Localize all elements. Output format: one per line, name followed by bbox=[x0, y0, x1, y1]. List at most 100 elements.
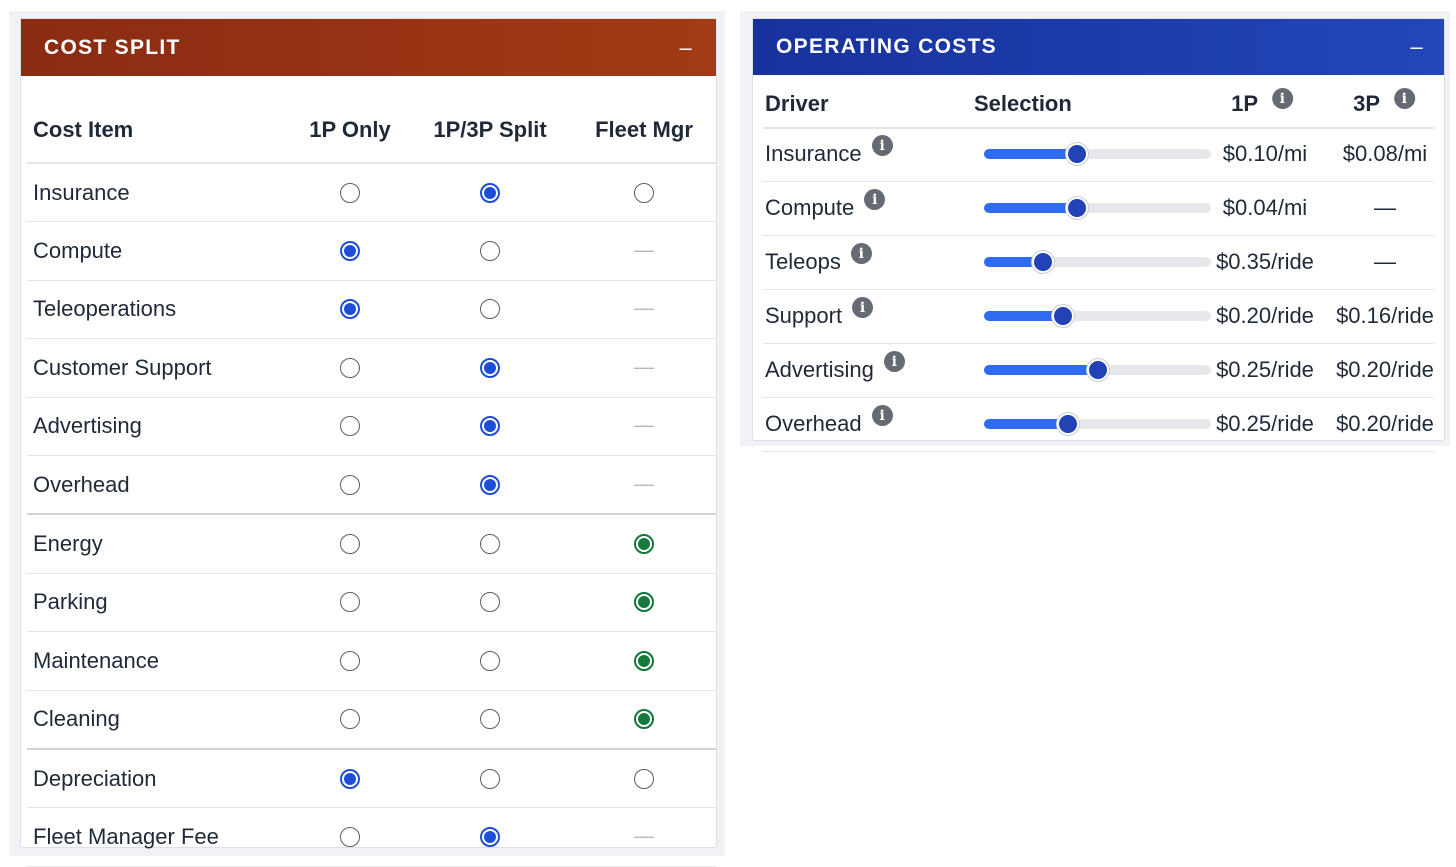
radio-split[interactable] bbox=[480, 592, 500, 613]
slider-thumb[interactable] bbox=[1032, 251, 1055, 273]
radio-split[interactable] bbox=[480, 534, 500, 555]
operating-costs-title: OPERATING COSTS bbox=[776, 35, 997, 58]
col-header-3p: 3P i bbox=[1353, 88, 1415, 117]
cost-1p-value: $0.04/mi bbox=[1222, 195, 1308, 220]
radio-1p[interactable] bbox=[340, 826, 360, 847]
slider-thumb[interactable] bbox=[1052, 305, 1075, 327]
table-row: Compute i $0.04/mi — bbox=[763, 181, 1434, 236]
radio-dot bbox=[344, 655, 356, 667]
radio-split[interactable] bbox=[480, 826, 500, 847]
slider-thumb[interactable] bbox=[1066, 197, 1089, 219]
cost-3p-value: $0.08/mi bbox=[1342, 141, 1428, 166]
radio-dot bbox=[484, 713, 496, 725]
table-row: Maintenance bbox=[27, 632, 716, 691]
driver-cell: Advertising i bbox=[765, 351, 905, 383]
radio-split[interactable] bbox=[480, 709, 500, 730]
radio-cell bbox=[480, 241, 500, 262]
table-row: Support i $0.20/ride $0.16/ride bbox=[763, 289, 1434, 344]
cost-split-box: COST SPLIT – Cost Item 1P Only 1P/3P Spl… bbox=[20, 18, 717, 867]
radio-split[interactable] bbox=[480, 650, 500, 671]
driver-label: Overhead bbox=[765, 411, 862, 436]
col-header-driver: Driver bbox=[765, 91, 829, 116]
radio-1p[interactable] bbox=[340, 592, 360, 613]
slider-thumb[interactable] bbox=[1066, 143, 1089, 165]
radio-split[interactable] bbox=[480, 474, 500, 495]
operating-costs-table-header: Driver Selection 1P i 3P i bbox=[763, 81, 1434, 129]
radio-fleet[interactable] bbox=[634, 592, 654, 613]
radio-dot bbox=[484, 186, 496, 199]
cost-split-collapse-button[interactable]: – bbox=[679, 34, 693, 60]
col-header-3p-label: 3P bbox=[1353, 91, 1380, 116]
col-header-split: 1P/3P Split bbox=[433, 116, 547, 142]
radio-fleet[interactable] bbox=[634, 534, 654, 555]
slider-thumb[interactable] bbox=[1056, 413, 1079, 435]
cost-slider[interactable] bbox=[984, 197, 1211, 219]
cost-3p-value: $0.20/ride bbox=[1336, 357, 1434, 382]
cost-item-label: Depreciation bbox=[33, 765, 157, 791]
cost-1p-value: $0.10/mi bbox=[1222, 141, 1308, 166]
col-header-fleet-mgr: Fleet Mgr bbox=[595, 116, 693, 142]
cost-3p-value: — bbox=[1374, 249, 1396, 274]
col-header-1p-only: 1P Only bbox=[309, 116, 391, 142]
table-row: Cleaning bbox=[27, 691, 716, 750]
radio-cell bbox=[634, 709, 654, 730]
radio-1p[interactable] bbox=[340, 768, 360, 789]
radio-split[interactable] bbox=[480, 241, 500, 262]
radio-1p[interactable] bbox=[340, 182, 360, 203]
radio-fleet[interactable] bbox=[634, 650, 654, 671]
radio-dot bbox=[484, 361, 496, 374]
cost-1p-value: $0.20/ride bbox=[1216, 303, 1314, 328]
driver-cell: Insurance i bbox=[765, 135, 893, 167]
radio-fleet[interactable] bbox=[634, 768, 654, 789]
radio-split[interactable] bbox=[480, 299, 500, 320]
radio-dot bbox=[484, 655, 496, 667]
radio-split[interactable] bbox=[480, 416, 500, 437]
info-icon[interactable]: i bbox=[850, 243, 872, 264]
slider-thumb[interactable] bbox=[1086, 359, 1109, 381]
radio-dot bbox=[484, 596, 496, 608]
table-row: Overhead — bbox=[27, 456, 716, 516]
cost-slider[interactable] bbox=[984, 251, 1211, 273]
cost-1p-value: $0.25/ride bbox=[1216, 357, 1314, 382]
slider-fill bbox=[984, 149, 1078, 159]
info-icon[interactable]: i bbox=[864, 189, 886, 210]
radio-dot bbox=[484, 478, 496, 491]
radio-1p[interactable] bbox=[340, 709, 360, 730]
cost-slider[interactable] bbox=[984, 359, 1211, 381]
info-icon[interactable]: i bbox=[852, 297, 874, 318]
radio-dot bbox=[344, 245, 356, 258]
info-icon[interactable]: i bbox=[871, 405, 893, 426]
not-applicable-dash: — bbox=[634, 414, 654, 437]
radio-split[interactable] bbox=[480, 182, 500, 203]
operating-costs-collapse-button[interactable]: – bbox=[1410, 34, 1424, 59]
info-icon[interactable]: i bbox=[883, 351, 905, 372]
cost-split-rows: Insurance Compute — Teleoperations — Customer… bbox=[27, 164, 716, 867]
radio-fleet[interactable] bbox=[634, 709, 654, 730]
col-header-1p-label: 1P bbox=[1231, 91, 1258, 116]
radio-cell bbox=[480, 357, 500, 378]
radio-1p[interactable] bbox=[340, 534, 360, 555]
radio-1p[interactable] bbox=[340, 474, 360, 495]
radio-1p[interactable] bbox=[340, 416, 360, 437]
radio-cell bbox=[340, 650, 360, 671]
info-icon[interactable]: i bbox=[1393, 88, 1415, 109]
radio-split[interactable] bbox=[480, 768, 500, 789]
radio-1p[interactable] bbox=[340, 650, 360, 671]
radio-1p[interactable] bbox=[340, 299, 360, 320]
radio-dot bbox=[638, 773, 650, 785]
radio-cell bbox=[480, 592, 500, 613]
cost-item-label: Maintenance bbox=[33, 647, 159, 673]
radio-cell bbox=[340, 357, 360, 378]
cost-slider[interactable] bbox=[984, 305, 1211, 327]
radio-1p[interactable] bbox=[340, 357, 360, 378]
operating-costs-header: OPERATING COSTS – bbox=[753, 19, 1444, 75]
radio-cell bbox=[480, 650, 500, 671]
radio-1p[interactable] bbox=[340, 241, 360, 262]
radio-split[interactable] bbox=[480, 357, 500, 378]
cost-slider[interactable] bbox=[984, 413, 1211, 435]
info-icon[interactable]: i bbox=[1271, 88, 1293, 109]
info-icon[interactable]: i bbox=[871, 135, 893, 156]
radio-cell bbox=[634, 650, 654, 671]
radio-fleet[interactable] bbox=[634, 182, 654, 203]
cost-slider[interactable] bbox=[984, 143, 1211, 165]
